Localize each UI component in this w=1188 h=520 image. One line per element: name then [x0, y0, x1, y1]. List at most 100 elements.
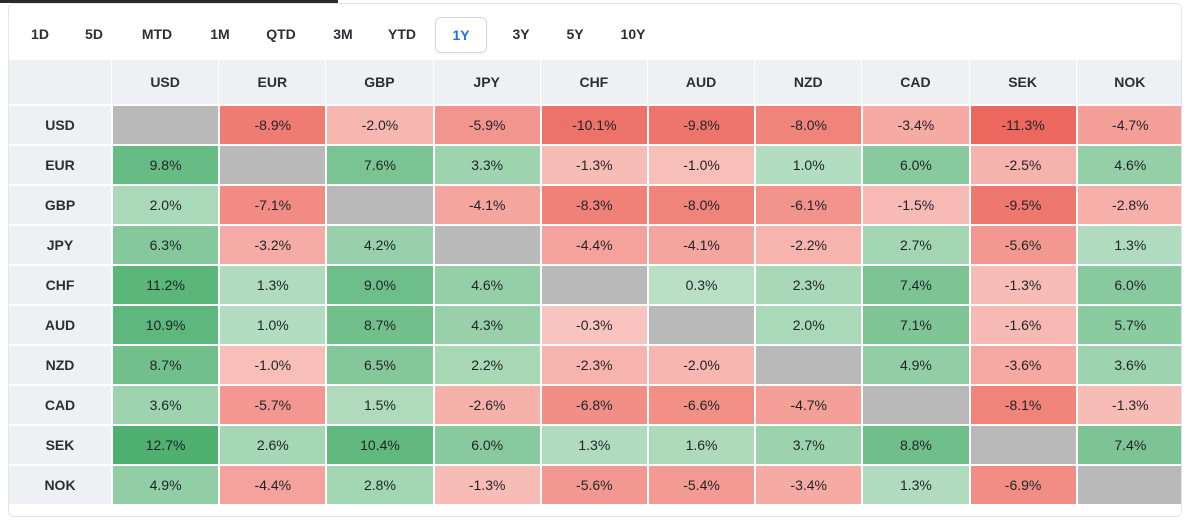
- rate-cell: 8.8%: [861, 424, 969, 464]
- rate-cell: -2.5%: [968, 144, 1076, 184]
- table-row-nzd: NZD 8.7% -1.0% 6.5% 2.2% -2.3% -2.0% 4.9% -3.6% 3…: [9, 344, 1181, 384]
- rate-cell: 6.3%: [111, 224, 219, 264]
- table-row-chf: CHF 11.2% 1.3% 9.0% 4.6% 0.3% 2.3% 7.4% -1.3% 6.0…: [9, 264, 1181, 304]
- row-header-jpy: JPY: [9, 224, 111, 264]
- diagonal-cell: [111, 104, 219, 144]
- corner-cell: [9, 60, 111, 104]
- rate-cell: -1.0%: [646, 144, 755, 184]
- tab-10y[interactable]: 10Y: [620, 26, 646, 42]
- tab-qtd[interactable]: QTD: [266, 26, 296, 42]
- rate-cell: -6.8%: [539, 384, 647, 424]
- rate-cell: -5.9%: [432, 104, 540, 144]
- rate-cell: 2.2%: [432, 344, 540, 384]
- column-header-aud: AUD: [646, 60, 755, 104]
- rate-cell: 12.7%: [111, 424, 219, 464]
- rate-cell: -2.2%: [754, 224, 862, 264]
- rate-cell: 1.0%: [754, 144, 862, 184]
- rate-cell: 6.0%: [861, 144, 969, 184]
- rate-cell: 2.0%: [754, 304, 862, 344]
- row-header-sek: SEK: [9, 424, 111, 464]
- rate-cell: -6.6%: [646, 384, 755, 424]
- rate-cell: 4.3%: [432, 304, 540, 344]
- rate-cell: -1.3%: [539, 144, 647, 184]
- rate-cell: 1.5%: [325, 384, 433, 424]
- rate-cell: 4.9%: [111, 464, 219, 504]
- rate-cell: 1.6%: [646, 424, 755, 464]
- tab-3m[interactable]: 3M: [333, 26, 353, 42]
- tab-1y[interactable]: 1Y: [435, 17, 487, 53]
- table-row-usd: USD -8.9% -2.0% -5.9% -10.1% -9.8% -8.0% -3.4% -…: [9, 104, 1181, 144]
- rate-cell: -5.7%: [218, 384, 326, 424]
- rate-cell: -3.4%: [754, 464, 862, 504]
- row-header-usd: USD: [9, 104, 111, 144]
- rate-cell: -7.1%: [218, 184, 326, 224]
- column-header-eur: EUR: [218, 60, 326, 104]
- row-header-chf: CHF: [9, 264, 111, 304]
- rate-cell: 6.5%: [325, 344, 433, 384]
- rate-cell: -2.8%: [1075, 184, 1181, 224]
- rate-cell: -8.0%: [754, 104, 862, 144]
- row-header-gbp: GBP: [9, 184, 111, 224]
- table-row-cad: CAD 3.6% -5.7% 1.5% -2.6% -6.8% -6.6% -4.7% -8.1…: [9, 384, 1181, 424]
- rate-cell: 1.3%: [539, 424, 647, 464]
- row-header-eur: EUR: [9, 144, 111, 184]
- rate-cell: -2.3%: [539, 344, 647, 384]
- rate-cell: -9.5%: [968, 184, 1076, 224]
- rate-cell: -5.6%: [968, 224, 1076, 264]
- row-header-aud: AUD: [9, 304, 111, 344]
- rate-cell: -8.3%: [539, 184, 647, 224]
- table-row-nok: NOK 4.9% -4.4% 2.8% -1.3% -5.6% -5.4% -3.4% 1.3%…: [9, 464, 1181, 504]
- column-header-jpy: JPY: [432, 60, 540, 104]
- rate-cell: -10.1%: [539, 104, 647, 144]
- rate-cell: -4.1%: [646, 224, 755, 264]
- rate-cell: 4.9%: [861, 344, 969, 384]
- rate-cell: 2.6%: [218, 424, 326, 464]
- rate-cell: 4.6%: [432, 264, 540, 304]
- rate-cell: 10.9%: [111, 304, 219, 344]
- rate-cell: 8.7%: [111, 344, 219, 384]
- tab-3y[interactable]: 3Y: [512, 26, 530, 42]
- tab-5d[interactable]: 5D: [85, 26, 103, 42]
- diagonal-cell: [646, 304, 755, 344]
- column-header-nok: NOK: [1075, 60, 1181, 104]
- rate-cell: -8.1%: [968, 384, 1076, 424]
- rate-cell: 3.6%: [1075, 344, 1181, 384]
- rate-cell: -4.1%: [432, 184, 540, 224]
- rate-cell: 4.2%: [325, 224, 433, 264]
- currency-heatmap-panel: 1D 5D MTD 1M QTD 3M YTD 1Y 3Y 5Y 10Y USD…: [8, 3, 1182, 517]
- top-accent-bar: [0, 0, 338, 3]
- rate-cell: 7.1%: [861, 304, 969, 344]
- rate-cell: 2.8%: [325, 464, 433, 504]
- rate-cell: 11.2%: [111, 264, 219, 304]
- rate-cell: 0.3%: [646, 264, 755, 304]
- rate-cell: -2.6%: [432, 384, 540, 424]
- tab-ytd[interactable]: YTD: [388, 26, 416, 42]
- tab-1d[interactable]: 1D: [31, 26, 49, 42]
- rate-cell: 1.3%: [861, 464, 969, 504]
- column-header-nzd: NZD: [754, 60, 862, 104]
- rate-cell: -5.4%: [646, 464, 755, 504]
- rate-cell: -9.8%: [646, 104, 755, 144]
- rate-cell: -6.1%: [754, 184, 862, 224]
- rate-cell: 9.8%: [111, 144, 219, 184]
- rate-cell: -8.0%: [646, 184, 755, 224]
- rate-cell: 2.7%: [861, 224, 969, 264]
- rate-cell: 3.7%: [754, 424, 862, 464]
- diagonal-cell: [1075, 464, 1181, 504]
- rate-cell: -2.0%: [325, 104, 433, 144]
- row-header-nzd: NZD: [9, 344, 111, 384]
- tab-mtd[interactable]: MTD: [141, 26, 173, 42]
- tab-1m[interactable]: 1M: [210, 26, 230, 42]
- tab-5y[interactable]: 5Y: [566, 26, 584, 42]
- column-header-cad: CAD: [861, 60, 969, 104]
- diagonal-cell: [218, 144, 326, 184]
- rate-cell: 3.6%: [111, 384, 219, 424]
- table-row-jpy: JPY 6.3% -3.2% 4.2% -4.4% -4.1% -2.2% 2.7% -5.6%…: [9, 224, 1181, 264]
- rate-cell: -4.4%: [218, 464, 326, 504]
- diagonal-cell: [539, 264, 647, 304]
- rate-cell: -3.6%: [968, 344, 1076, 384]
- column-header-chf: CHF: [539, 60, 647, 104]
- table-row-aud: AUD 10.9% 1.0% 8.7% 4.3% -0.3% 2.0% 7.1% -1.6% 5.…: [9, 304, 1181, 344]
- rate-cell: -1.3%: [1075, 384, 1181, 424]
- rate-cell: 4.6%: [1075, 144, 1181, 184]
